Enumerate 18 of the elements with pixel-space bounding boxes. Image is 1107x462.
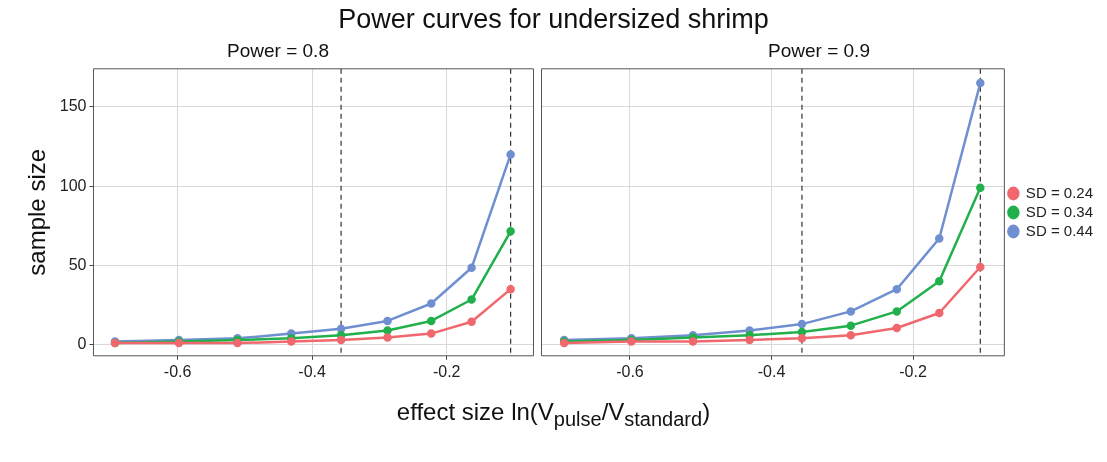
y-tick-label: 150 [59,97,87,115]
y-axis-title: sample size [23,148,51,276]
x-axis-title: effect size ln(V$_{pulse}$/V$_{standard}$) [395,398,712,431]
x-tick-label: -0.6 [163,362,192,380]
x-tick-label: -0.2 [432,362,461,380]
x-tick-label: -0.4 [757,362,786,380]
y-tick-label: 0 [77,335,87,353]
legend-label: SD = 0.34 [1025,202,1094,220]
chart-subtitle: Power = 0.8 [227,39,329,61]
x-tick-label: -0.6 [616,362,644,380]
legend-label: SD = 0.44 [1025,221,1094,239]
y-tick-label: 100 [59,176,87,194]
chart-subtitle: Power = 0.9 [768,39,870,61]
chart-title: Power curves for undersized shrimp [337,4,770,35]
x-tick-label: -0.2 [899,362,927,380]
y-tick-label: 50 [68,255,87,273]
x-tick-label: -0.4 [298,362,327,380]
legend-label: SD = 0.24 [1025,183,1094,201]
